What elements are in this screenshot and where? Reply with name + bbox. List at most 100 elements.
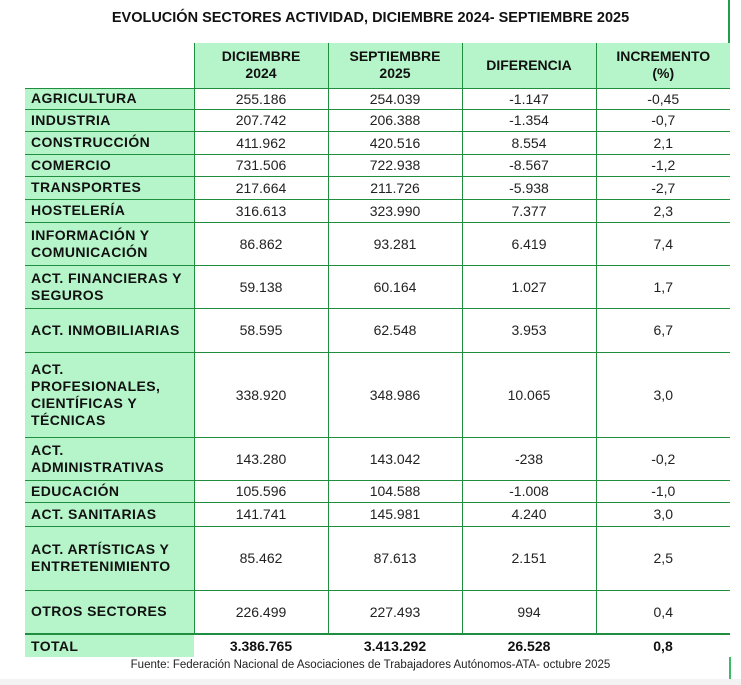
sector-label: ACT. SANITARIAS: [25, 501, 194, 526]
sector-label: COMERCIO: [25, 153, 194, 176]
header-incremento: INCREMENTO (%): [595, 43, 730, 88]
total-diferencia: 26.528: [462, 633, 596, 657]
table-row: EDUCACIÓN 105.596 104.588 -1.008 -1,0: [25, 479, 730, 502]
sector-label: CONSTRUCCIÓN: [25, 130, 194, 154]
cell-sep-2025: 722.938: [327, 153, 462, 176]
header-line: DICIEMBRE: [221, 48, 301, 65]
sector-label: ACT. FINANCIERAS Y SEGUROS: [25, 264, 194, 308]
cell-sep-2025: 206.388: [327, 108, 462, 131]
cell-dic-2024: 255.186: [193, 87, 328, 109]
sector-label: ACT. INMOBILIARIAS: [25, 307, 194, 352]
cell-incremento: 1,7: [595, 264, 730, 308]
cell-incremento: 6,7: [595, 307, 730, 352]
sector-label: ACT. PROFESIONALES, CIENTÍFICAS Y TÉCNIC…: [25, 351, 194, 437]
header-sep-2025: SEPTIEMBRE 2025: [327, 43, 462, 88]
table-row: COMERCIO 731.506 722.938 -8.567 -1,2: [25, 153, 730, 176]
cell-diferencia: 7.377: [461, 198, 596, 222]
cell-sep-2025: 60.164: [327, 264, 462, 308]
cell-diferencia: 3.953: [461, 307, 596, 352]
cell-incremento: 2,5: [595, 525, 730, 590]
cell-dic-2024: 731.506: [193, 153, 328, 176]
header-line: 2024: [245, 65, 277, 82]
cell-sep-2025: 348.986: [327, 351, 462, 437]
source-footer: Fuente: Federación Nacional de Asociacio…: [130, 659, 611, 671]
table-row: ACT. PROFESIONALES, CIENTÍFICAS Y TÉCNIC…: [25, 351, 730, 437]
cell-sep-2025: 143.042: [327, 436, 462, 480]
table-row: ACT. FINANCIERAS Y SEGUROS 59.138 60.164 1.…: [25, 264, 730, 308]
sector-label: INFORMACIÓN Y COMUNICACIÓN: [25, 221, 194, 265]
sector-label: HOSTELERÍA: [25, 198, 194, 222]
cell-incremento: 2,1: [595, 130, 730, 154]
cell-dic-2024: 316.613: [193, 198, 328, 222]
table-title: EVOLUCIÓN SECTORES ACTIVIDAD, DICIEMBRE …: [111, 10, 630, 26]
table-row: INFORMACIÓN Y COMUNICACIÓN 86.862 93.281 6.…: [25, 221, 730, 265]
cell-dic-2024: 141.741: [193, 501, 328, 526]
cell-dic-2024: 411.962: [193, 130, 328, 154]
cell-sep-2025: 104.588: [327, 479, 462, 502]
cell-sep-2025: 87.613: [327, 525, 462, 590]
cell-incremento: -2,7: [595, 175, 730, 199]
sector-label: EDUCACIÓN: [25, 479, 194, 502]
cell-sep-2025: 323.990: [327, 198, 462, 222]
sectors-table: DICIEMBRE 2024 SEPTIEMBRE 2025 DIFERENCI…: [25, 43, 730, 657]
total-row: TOTAL 3.386.765 3.413.292 26.528 0,8: [25, 633, 730, 657]
cell-sep-2025: 145.981: [327, 501, 462, 526]
cell-sep-2025: 211.726: [327, 175, 462, 199]
header-line: (%): [652, 65, 675, 82]
header-line: SEPTIEMBRE: [349, 48, 441, 65]
sector-label: ACT. ADMINISTRATIVAS: [25, 436, 194, 480]
sector-label: ACT. ARTÍSTICAS Y ENTRETENIMIENTO: [25, 525, 194, 590]
header-line: INCREMENTO: [616, 48, 711, 65]
table-row: ACT. SANITARIAS 141.741 145.981 4.240 3,0: [25, 501, 730, 526]
header-blank: [25, 43, 194, 88]
header-line: DIFERENCIA: [486, 56, 572, 73]
cell-dic-2024: 226.499: [193, 589, 328, 634]
table-row: AGRICULTURA 255.186 254.039 -1.147 -0,45: [25, 87, 730, 109]
sector-label: TRANSPORTES: [25, 175, 194, 199]
cell-dic-2024: 338.920: [193, 351, 328, 437]
cell-diferencia: 4.240: [461, 501, 596, 526]
table-row: TRANSPORTES 217.664 211.726 -5.938 -2,7: [25, 175, 730, 199]
cell-dic-2024: 217.664: [193, 175, 328, 199]
total-label: TOTAL: [25, 633, 194, 657]
cell-diferencia: 2.151: [461, 525, 596, 590]
sector-label: AGRICULTURA: [25, 87, 194, 109]
header-line: 2025: [379, 65, 411, 82]
total-incremento: 0,8: [596, 633, 730, 657]
cell-diferencia: 10.065: [461, 351, 596, 437]
cell-dic-2024: 105.596: [193, 479, 328, 502]
cell-diferencia: 1.027: [461, 264, 596, 308]
cell-sep-2025: 420.516: [327, 130, 462, 154]
frame-line-top: [728, 0, 730, 43]
total-sep-2025: 3.413.292: [328, 633, 462, 657]
cell-incremento: -0,7: [595, 108, 730, 131]
cell-diferencia: 8.554: [461, 130, 596, 154]
cell-incremento: 2,3: [595, 198, 730, 222]
header-diferencia: DIFERENCIA: [461, 43, 596, 88]
sector-label: OTROS SECTORES: [25, 589, 194, 634]
cell-diferencia: -5.938: [461, 175, 596, 199]
total-dic-2024: 3.386.765: [194, 633, 328, 657]
cell-diferencia: -238: [461, 436, 596, 480]
cell-sep-2025: 227.493: [327, 589, 462, 634]
table-row: INDUSTRIA 207.742 206.388 -1.354 -0,7: [25, 108, 730, 131]
header-row: DICIEMBRE 2024 SEPTIEMBRE 2025 DIFERENCI…: [25, 43, 730, 88]
cell-incremento: 0,4: [595, 589, 730, 634]
frame-line-bottom: [729, 657, 731, 679]
table-row: ACT. INMOBILIARIAS 58.595 62.548 3.953 6,7: [25, 307, 730, 352]
cell-diferencia: -1.147: [461, 87, 596, 109]
cell-incremento: -0,2: [595, 436, 730, 480]
cell-diferencia: 6.419: [461, 221, 596, 265]
table-row: ACT. ARTÍSTICAS Y ENTRETENIMIENTO 85.462 8…: [25, 525, 730, 590]
cell-diferencia: -8.567: [461, 153, 596, 176]
cell-diferencia: -1.354: [461, 108, 596, 131]
cell-dic-2024: 143.280: [193, 436, 328, 480]
cell-diferencia: 994: [461, 589, 596, 634]
cell-dic-2024: 86.862: [193, 221, 328, 265]
cell-sep-2025: 254.039: [327, 87, 462, 109]
bottom-band: [0, 679, 741, 685]
cell-incremento: 7,4: [595, 221, 730, 265]
cell-dic-2024: 207.742: [193, 108, 328, 131]
cell-dic-2024: 58.595: [193, 307, 328, 352]
cell-incremento: 3,0: [595, 501, 730, 526]
